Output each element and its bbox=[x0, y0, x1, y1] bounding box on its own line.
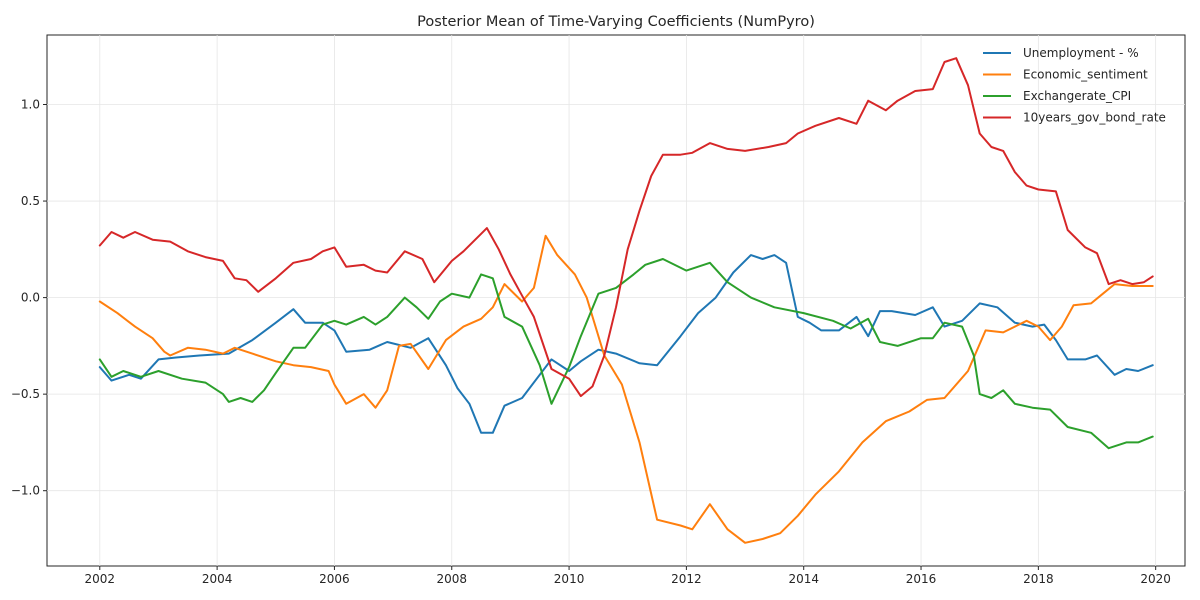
y-tick-label: −0.5 bbox=[11, 387, 40, 401]
y-tick-label: −1.0 bbox=[11, 484, 40, 498]
plot-area bbox=[46, 34, 1186, 567]
grid-lines bbox=[47, 35, 1185, 566]
legend-label: Exchangerate_CPI bbox=[1023, 89, 1131, 103]
x-tick-label: 2018 bbox=[1023, 572, 1054, 586]
y-tick-label: 1.0 bbox=[21, 98, 40, 112]
legend-label: Unemployment - % bbox=[1023, 46, 1139, 60]
legend-label: Economic_sentiment bbox=[1023, 68, 1148, 82]
y-tick-label: 0.0 bbox=[21, 291, 40, 305]
legend-label: 10years_gov_bond_rate bbox=[1023, 111, 1166, 125]
series-line-1 bbox=[98, 254, 1154, 434]
legend: Unemployment - % Economic_sentiment Exchan… bbox=[983, 46, 1166, 125]
x-tick-label: 2016 bbox=[906, 572, 937, 586]
x-tick-label: 2014 bbox=[788, 572, 819, 586]
x-tick-label: 2002 bbox=[85, 572, 116, 586]
x-tick-label: 2012 bbox=[671, 572, 702, 586]
series-lines bbox=[98, 57, 1154, 544]
x-tick-label: 2006 bbox=[319, 572, 350, 586]
x-axis-ticks: 2002 2004 2006 2008 2010 2012 2014 2016 2018 2020 bbox=[85, 566, 1171, 586]
series-line-3 bbox=[98, 258, 1154, 450]
x-tick-label: 2010 bbox=[554, 572, 585, 586]
x-tick-label: 2008 bbox=[436, 572, 467, 586]
chart-title: Posterior Mean of Time-Varying Coefficie… bbox=[417, 14, 815, 30]
series-line-4 bbox=[98, 57, 1154, 398]
series-line-2 bbox=[98, 234, 1154, 544]
x-tick-label: 2004 bbox=[202, 572, 233, 586]
x-tick-label: 2020 bbox=[1140, 572, 1171, 586]
y-axis-ticks: −1.0 −0.5 0.0 0.5 1.0 bbox=[11, 98, 47, 498]
y-tick-label: 0.5 bbox=[21, 194, 40, 208]
